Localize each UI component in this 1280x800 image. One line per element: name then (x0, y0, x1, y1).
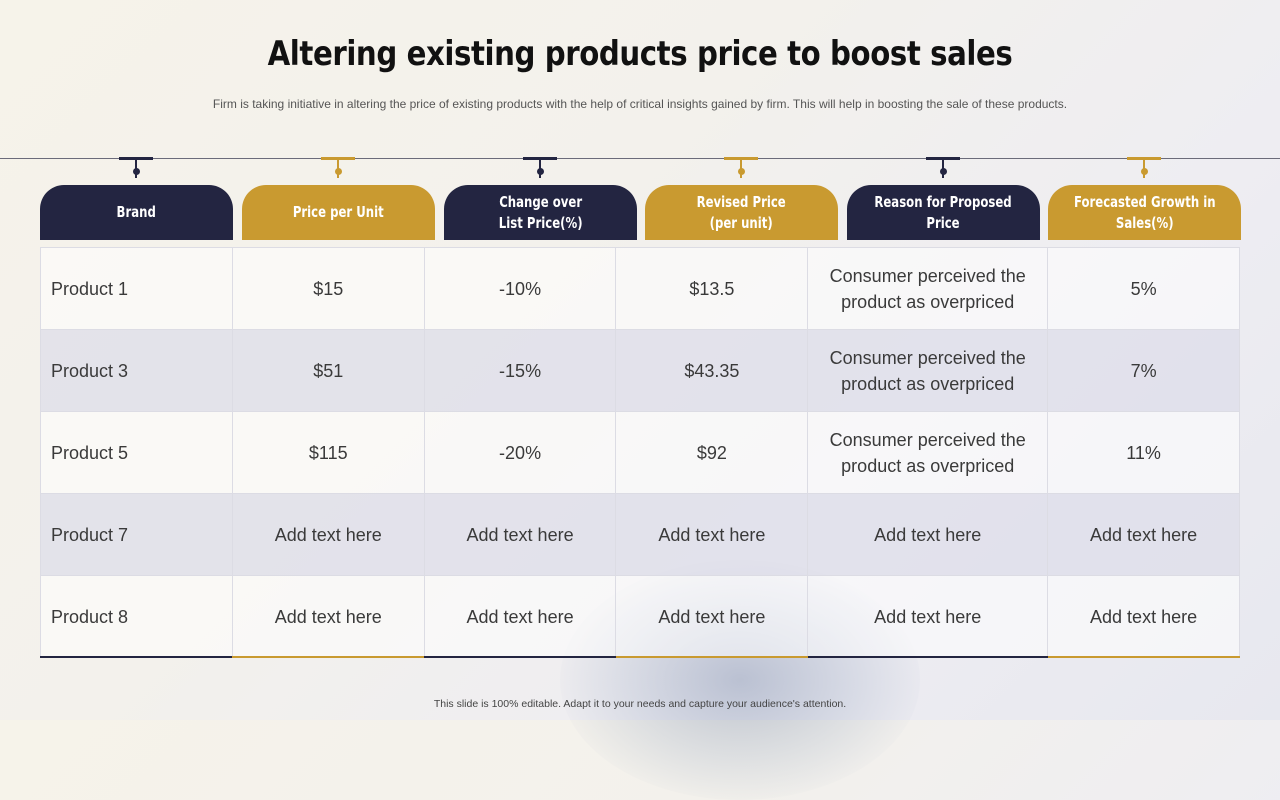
table-cell: 11% (1047, 411, 1240, 494)
column-bottom-line-6 (1048, 656, 1240, 658)
column-bottom-line-3 (424, 656, 616, 658)
table-cell: 7% (1047, 329, 1240, 412)
column-connector-4 (724, 157, 758, 183)
page-title: Altering existing products price to boos… (267, 34, 1013, 74)
column-header-label: Price per Unit (293, 203, 384, 221)
table-cell: $115 (231, 411, 425, 494)
table-cell: $13.5 (615, 247, 809, 330)
column-connector-1 (119, 157, 153, 183)
table-row: Product 5 $115 -20% $92 Consumer perceived t… (40, 411, 1240, 494)
table-cell: Add text here (807, 493, 1049, 576)
table-cell: 5% (1047, 247, 1240, 330)
table-cell: Add text here (615, 493, 809, 576)
table-cell: -20% (423, 411, 617, 494)
footer-note: This slide is 100% editable. Adapt it to… (433, 698, 847, 710)
table-cell: Consumer perceived the product as overpr… (807, 247, 1049, 330)
column-bottom-line-1 (40, 656, 232, 658)
column-connector-6 (1127, 157, 1161, 183)
table-cell: Product 7 (40, 493, 233, 576)
table-row: Product 3 $51 -15% $43.35 Consumer perceived… (40, 329, 1240, 412)
table-cell: $43.35 (615, 329, 809, 412)
column-connector-5 (926, 157, 960, 183)
table-cell: Product 5 (40, 411, 233, 494)
table-cell: Product 8 (40, 575, 233, 658)
column-connector-2 (321, 157, 355, 183)
table-cell: $51 (231, 329, 425, 412)
column-connector-3 (523, 157, 557, 183)
table-cell: $15 (231, 247, 425, 330)
column-bottom-line-2 (232, 656, 424, 658)
table-cell: Add text here (423, 575, 617, 658)
column-header-6: Forecasted Growth in Sales(%) (1048, 185, 1241, 240)
table-cell: Product 1 (40, 247, 233, 330)
table-cell: -10% (423, 247, 617, 330)
table-cell: Product 3 (40, 329, 233, 412)
column-header-3: Change over List Price(%) (444, 185, 637, 240)
column-header-1: Brand (40, 185, 233, 240)
column-bottom-line-5 (808, 656, 1048, 658)
table-cell: Add text here (1047, 493, 1240, 576)
column-header-2: Price per Unit (242, 185, 435, 240)
column-header-label: Change over List Price(%) (498, 192, 583, 232)
table-cell: Add text here (231, 575, 425, 658)
table-cell: Add text here (423, 493, 617, 576)
table-cell: Add text here (807, 575, 1049, 658)
table-cell: Consumer perceived the product as overpr… (807, 329, 1049, 412)
header-rule (0, 158, 1280, 159)
table-cell: Add text here (1047, 575, 1240, 658)
column-header-label: Brand (116, 203, 157, 221)
table-cell: $92 (615, 411, 809, 494)
table-row: Product 8 Add text here Add text here Add t… (40, 575, 1240, 658)
table-cell: Add text here (231, 493, 425, 576)
pricing-table: Product 1 $15 -10% $13.5 Consumer perceived … (40, 247, 1240, 658)
table-row: Product 7 Add text here Add text here Add t… (40, 493, 1240, 576)
column-header-4: Revised Price (per unit) (645, 185, 838, 240)
column-bottom-line-4 (616, 656, 808, 658)
column-header-label: Forecasted Growth in Sales(%) (1073, 192, 1216, 232)
column-header-label: Reason for Proposed Price (874, 192, 1013, 232)
column-header-5: Reason for Proposed Price (847, 185, 1040, 240)
table-row: Product 1 $15 -10% $13.5 Consumer perceived … (40, 247, 1240, 330)
table-cell: -15% (423, 329, 617, 412)
table-cell: Add text here (615, 575, 809, 658)
page-subtitle: Firm is taking initiative in altering th… (212, 97, 1068, 111)
table-cell: Consumer perceived the product as overpr… (807, 411, 1049, 494)
column-header-label: Revised Price (per unit) (696, 192, 787, 232)
